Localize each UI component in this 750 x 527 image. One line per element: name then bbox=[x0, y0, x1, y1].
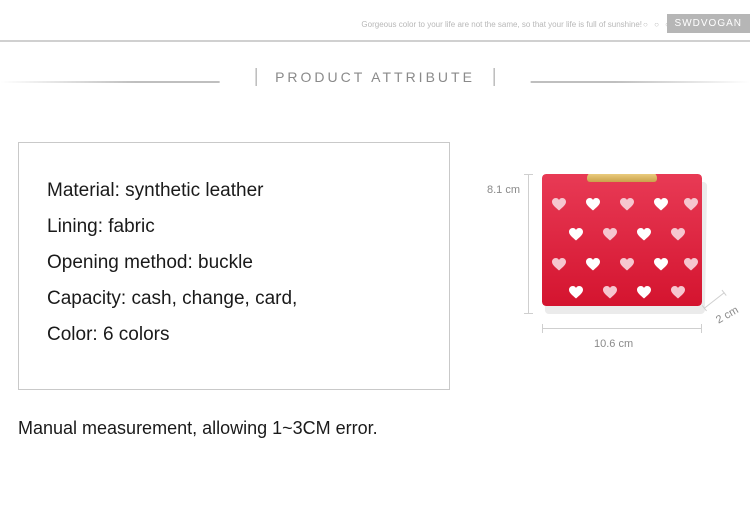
heart-icon bbox=[684, 198, 698, 211]
heart-icon bbox=[586, 258, 600, 271]
section-title-text: PRODUCT ATTRIBUTE bbox=[275, 69, 475, 85]
heart-icon bbox=[586, 198, 600, 211]
attr-material: Material: synthetic leather bbox=[47, 173, 429, 209]
wallet bbox=[542, 174, 702, 306]
heart-icon bbox=[569, 228, 583, 241]
heart-icon bbox=[637, 228, 651, 241]
wallet-wrap bbox=[542, 174, 702, 314]
top-bar: Gorgeous color to your life are not the … bbox=[0, 10, 750, 42]
wallet-hearts bbox=[542, 192, 702, 298]
heart-icon bbox=[671, 286, 685, 299]
section-sep-right bbox=[493, 68, 494, 86]
section-sep-left bbox=[256, 68, 257, 86]
attr-capacity: Capacity: cash, change, card, bbox=[47, 281, 429, 317]
heart-icon bbox=[552, 198, 566, 211]
heart-icon bbox=[637, 286, 651, 299]
section-label-wrap: PRODUCT ATTRIBUTE bbox=[220, 68, 531, 86]
heart-icon bbox=[620, 258, 634, 271]
dimension-depth-label: 2 cm bbox=[714, 304, 741, 326]
dimension-width-label: 10.6 cm bbox=[594, 338, 633, 350]
wallet-clasp bbox=[587, 174, 657, 182]
heart-icon bbox=[654, 198, 668, 211]
measurement-note: Manual measurement, allowing 1~3CM error… bbox=[18, 418, 378, 439]
heart-icon bbox=[552, 258, 566, 271]
page: Gorgeous color to your life are not the … bbox=[0, 0, 750, 527]
heart-icon bbox=[684, 258, 698, 271]
brand-badge: SWDVOGAN bbox=[667, 14, 750, 33]
product-diagram: 8.1 cm 10.6 cm 2 cm bbox=[478, 156, 738, 376]
attributes-box: Material: synthetic leather Lining: fabr… bbox=[18, 142, 450, 390]
dimension-height-label: 8.1 cm bbox=[484, 184, 520, 196]
attr-lining: Lining: fabric bbox=[47, 209, 429, 245]
heart-icon bbox=[603, 286, 617, 299]
attr-opening: Opening method: buckle bbox=[47, 245, 429, 281]
dimension-width-line bbox=[542, 328, 702, 329]
tagline-text: Gorgeous color to your life are not the … bbox=[361, 20, 642, 29]
heart-icon bbox=[620, 198, 634, 211]
heart-icon bbox=[603, 228, 617, 241]
heart-icon bbox=[671, 228, 685, 241]
heart-icon bbox=[654, 258, 668, 271]
dimension-depth-line bbox=[704, 292, 725, 309]
attr-color: Color: 6 colors bbox=[47, 317, 429, 353]
heart-icon bbox=[569, 286, 583, 299]
dimension-height-line bbox=[528, 174, 529, 314]
section-title-bar: PRODUCT ATTRIBUTE bbox=[0, 68, 750, 94]
